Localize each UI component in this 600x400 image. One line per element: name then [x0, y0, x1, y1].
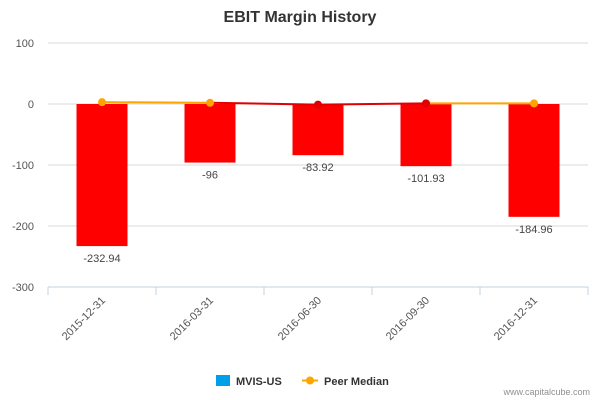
data-label: -232.94: [83, 253, 120, 265]
line-segment: [317, 102, 427, 106]
bar[interactable]: [76, 104, 128, 247]
x-tick-label: 2016-03-31: [168, 295, 216, 343]
legend-label-peer-median[interactable]: Peer Median: [324, 376, 389, 388]
legend-marker-peer-median: [306, 376, 314, 385]
y-tick-label: -300: [12, 282, 34, 294]
y-tick-label: 100: [16, 38, 34, 50]
data-labels: -232.94 -96 -83.92 -101.93 -184.96: [83, 162, 552, 265]
bar[interactable]: [400, 104, 452, 167]
bar[interactable]: [508, 104, 560, 217]
credit-text[interactable]: www.capitalcube.com: [502, 387, 590, 397]
peer-median-line: [98, 98, 538, 109]
x-tick-label: 2016-09-30: [384, 295, 432, 343]
data-label: -184.96: [515, 224, 552, 236]
bars: [76, 104, 560, 247]
data-label: -83.92: [302, 162, 333, 174]
line-segment: [101, 101, 211, 104]
bar[interactable]: [184, 104, 236, 163]
y-tick-label: -200: [12, 221, 34, 233]
bar[interactable]: [292, 104, 344, 156]
line-segment: [209, 101, 319, 106]
legend-label-mvis[interactable]: MVIS-US: [236, 376, 282, 388]
line-point[interactable]: [314, 100, 322, 109]
x-axis: 2015-12-31 2016-03-31 2016-06-30 2016-09-30…: [47, 286, 589, 343]
chart-title: EBIT Margin History: [224, 9, 377, 26]
data-label: -101.93: [407, 173, 444, 185]
line-point[interactable]: [422, 99, 430, 108]
line-point[interactable]: [98, 98, 106, 107]
line-point[interactable]: [530, 99, 538, 108]
y-axis-ticks: 100 0 -100 -200 -300: [12, 38, 34, 294]
x-tick-label: 2015-12-31: [60, 295, 108, 343]
x-tick-label: 2016-06-30: [276, 295, 324, 343]
y-tick-label: -100: [12, 160, 34, 172]
legend: MVIS-US Peer Median: [216, 375, 389, 388]
legend-swatch-mvis[interactable]: [216, 375, 230, 386]
x-tick-label: 2016-12-31: [492, 295, 540, 343]
line-point[interactable]: [206, 98, 214, 107]
data-label: -96: [202, 170, 218, 182]
y-tick-label: 0: [28, 99, 34, 111]
